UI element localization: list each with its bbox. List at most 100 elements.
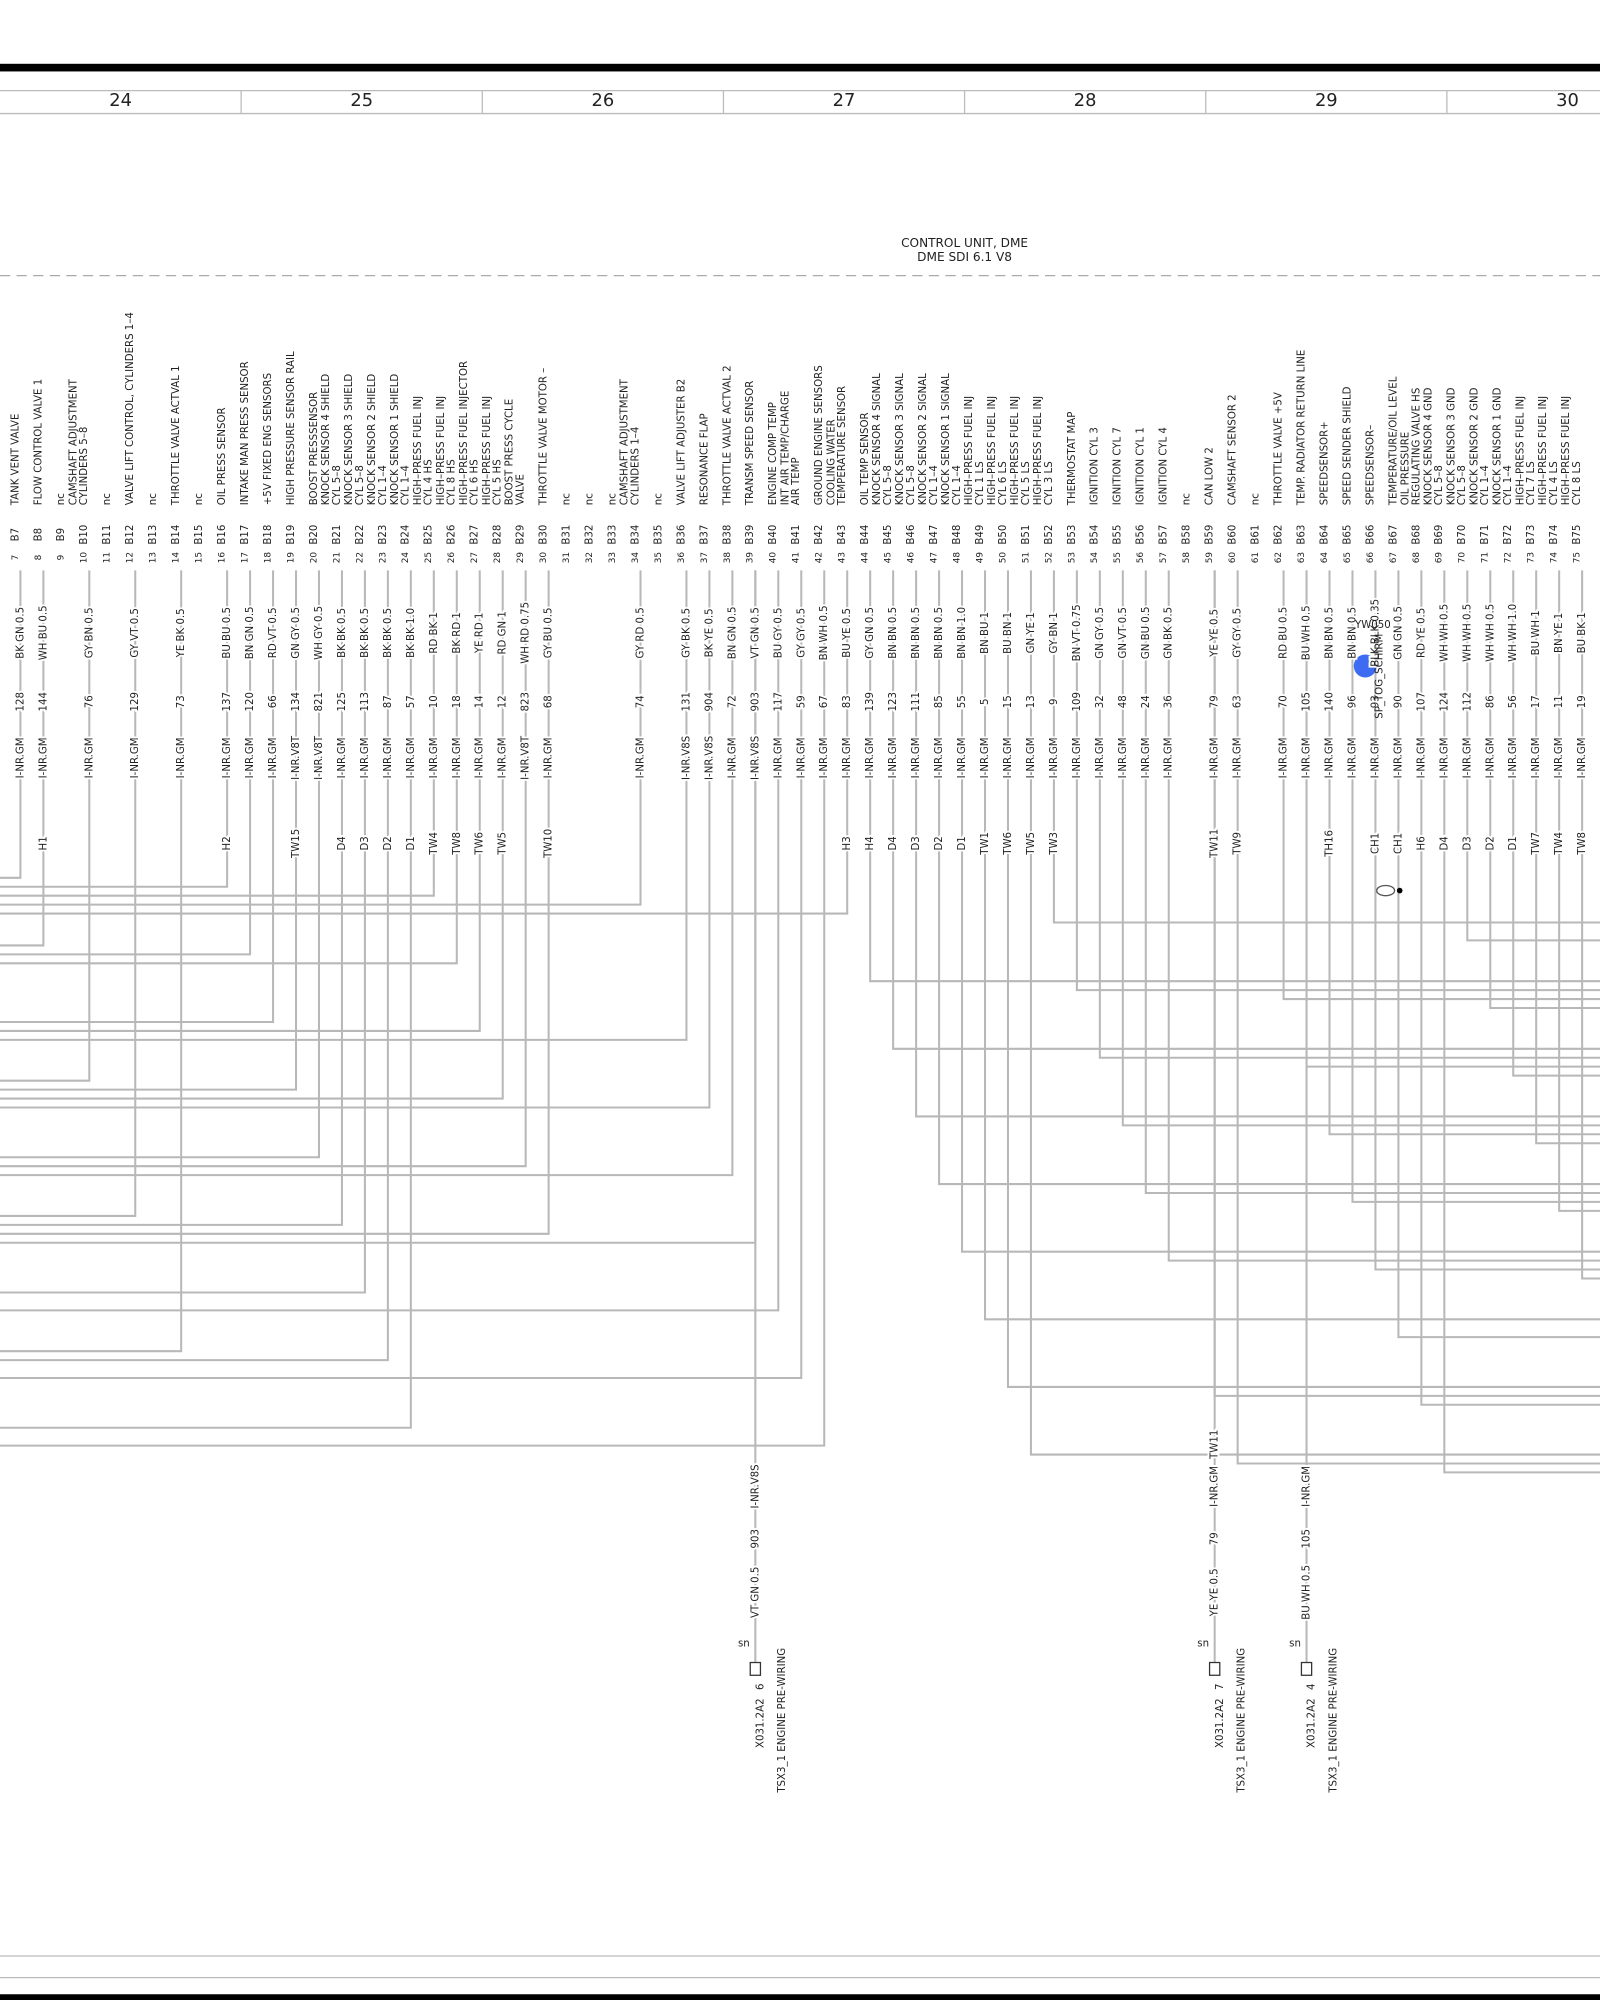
pin-number: 61 — [1251, 552, 1261, 563]
pin-id: B71 — [1480, 525, 1491, 545]
pin-number: 64 — [1320, 552, 1330, 564]
circuit-number: 117 — [773, 692, 784, 711]
pin-number: 20 — [309, 552, 319, 564]
pin-id: B28 — [493, 525, 504, 545]
harness-code: I-NR.GM — [337, 737, 348, 778]
wire-color: BN GN 0.5 — [727, 606, 738, 659]
pin-number: 47 — [929, 552, 939, 563]
pin-number: 15 — [195, 552, 205, 563]
pin-number: 37 — [700, 552, 710, 563]
pin-id: B25 — [424, 525, 435, 545]
splice-label: TW4 — [1554, 832, 1565, 856]
pin-function: TEMPERATURE/OIL LEVEL — [1388, 376, 1399, 506]
wire — [892, 570, 1600, 1050]
pin-number: 57 — [1159, 552, 1169, 563]
circuit-number: 139 — [865, 692, 876, 711]
wire — [1282, 570, 1600, 1001]
pin-id: B50 — [998, 525, 1009, 545]
wire — [1374, 570, 1600, 1271]
pin-id: B58 — [1182, 525, 1193, 545]
harness-code: I-NR.GM — [1210, 737, 1221, 778]
harness-code: I-NR.GM — [911, 737, 922, 778]
splice-label: D2 — [383, 836, 394, 850]
harness-code: I-NR.GM — [406, 737, 417, 778]
pin-number: 22 — [355, 552, 365, 563]
wire-color: BK BK 0.5 — [360, 608, 371, 658]
pin-function: KNOCK SENSOR 1 SIGNAL — [941, 373, 952, 505]
circuit-number: 59 — [796, 695, 807, 708]
pin-function: HIGH–PRESS FUEL INJ — [1033, 396, 1044, 505]
circuit-number: 55 — [957, 695, 968, 708]
wire — [1144, 570, 1600, 1195]
circuit-number: 129 — [130, 692, 141, 711]
wire-color: BK GN 0.5 — [15, 607, 26, 659]
wire — [0, 570, 252, 956]
harness-code: I-NR.GM — [1393, 737, 1404, 778]
connector-pin — [1300, 1661, 1313, 1676]
wire-color: GN GY 0.5 — [291, 607, 302, 659]
circuit-number: 125 — [337, 692, 348, 711]
pin-function: OIL TEMP SENSOR — [860, 412, 871, 505]
wire — [1006, 570, 1600, 1388]
pin-function: HIGH–PRESS FUEL INJ — [1010, 396, 1021, 505]
pin-id: B36 — [676, 525, 687, 545]
circuit-number: 68 — [544, 695, 555, 708]
pin-function: THROTTLE VALVE MOTOR – — [539, 368, 550, 507]
wire-color: RD VT 0.5 — [268, 607, 279, 658]
pin-number: 63 — [1297, 552, 1307, 563]
harness-code: I-NR.GM — [245, 737, 256, 778]
circuit-number: 903 — [750, 692, 761, 711]
harness-code: I-NR.V8S — [681, 736, 692, 780]
wire-color: BN WH 0.5 — [819, 605, 830, 660]
wire-color: YE RD 1 — [475, 613, 486, 655]
pin-number: 49 — [975, 552, 985, 564]
pin-function: HIGH–PRESS FUEL INJ — [964, 396, 975, 505]
pin-number: 32 — [585, 552, 595, 563]
wire-color: BN BN 0.5 — [888, 607, 899, 659]
harness-code: I-NR.GM — [1026, 737, 1037, 778]
wire — [0, 570, 481, 1032]
pin-number: 72 — [1504, 552, 1514, 563]
wire — [0, 570, 504, 1100]
pin-function: CAMSHAFT SENSOR 2 — [1228, 394, 1239, 505]
pin-number: 24 — [401, 552, 411, 564]
pin-number: 69 — [1435, 552, 1445, 564]
wire-color: GN BU 0.5 — [1141, 607, 1152, 660]
pin-function: GROUND ENGINE SENSORS — [814, 365, 825, 505]
harness-code: I-NR.V8T — [521, 735, 532, 780]
circuit-number: 113 — [360, 692, 371, 711]
pin-function: VALVE LIFT CONTROL, CYLINDERS 1–4 — [125, 312, 136, 505]
splice-label: TW3 — [1049, 832, 1060, 856]
wire-color: BU BU 0.5 — [222, 607, 233, 659]
wire-color: WH WH 0.5 — [1439, 604, 1450, 662]
pin-id: B39 — [745, 525, 756, 545]
circuit-number: 144 — [38, 692, 49, 711]
pin-id: B75 — [1572, 525, 1583, 545]
splice-label: H6 — [1416, 836, 1427, 850]
wire-color: BK BK 0.5 — [337, 608, 348, 658]
pin-function: THROTTLE VALVE ACTVAL 1 — [171, 365, 182, 506]
pin-id: B16 — [217, 525, 228, 545]
pin-function: nc — [194, 493, 205, 505]
pin-function: IGNITION CYL 4 — [1159, 427, 1170, 505]
harness-code: I-NR.GM — [15, 737, 26, 778]
circuit-number: 56 — [1508, 695, 1519, 708]
pin-function: CYL 6 LS — [998, 461, 1009, 505]
wire — [0, 570, 22, 879]
splice-label: D4 — [1439, 836, 1450, 850]
harness-code: I-NR.GM — [957, 737, 968, 778]
pin-function: CYL 5–8 — [355, 465, 366, 505]
splice-point-name: SP_TOG_SCHIRM — [1374, 634, 1385, 719]
pin-number: 71 — [1481, 552, 1491, 563]
splice-label: TW8 — [452, 832, 463, 856]
circuit-number: 48 — [1118, 695, 1129, 708]
pin-id: B18 — [263, 525, 274, 545]
splice-label: D2 — [934, 836, 945, 850]
pin-number: 52 — [1044, 552, 1054, 563]
wire-color: GN BK 0.5 — [1164, 607, 1175, 659]
harness-code: I-NR.GM — [84, 737, 95, 778]
pin-number: 9 — [57, 554, 67, 560]
pin-function: CYL 5 LS — [1021, 461, 1032, 505]
column-number: 25 — [350, 90, 373, 111]
circuit-number: 17 — [1531, 695, 1542, 708]
